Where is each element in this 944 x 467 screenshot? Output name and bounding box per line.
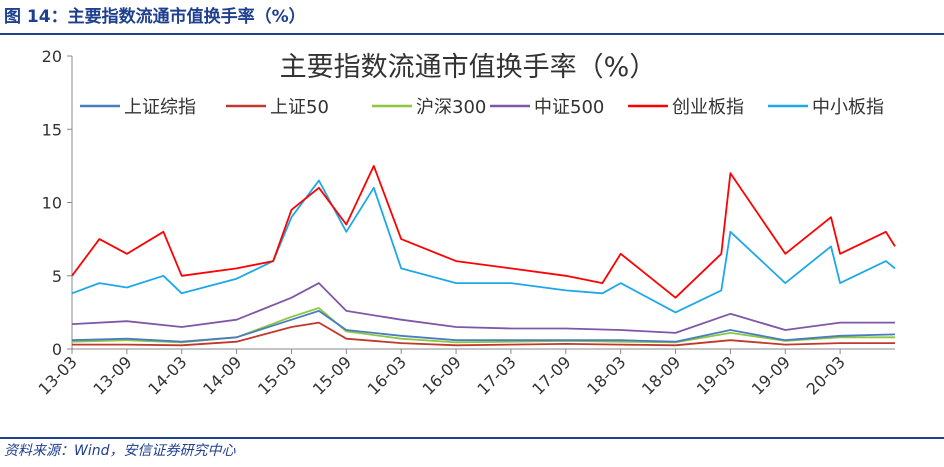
x-tick-label: 16-09 (419, 352, 465, 398)
series-line-4 (71, 282, 895, 334)
chart-title: 主要指数流通市值换手率（%） (280, 52, 657, 83)
legend-label-4: 中证500 (534, 97, 604, 118)
x-tick-label: 14-03 (144, 352, 190, 398)
series-line-1 (71, 309, 896, 343)
x-tick-label: 13-09 (89, 352, 135, 398)
y-tick-label: 20 (42, 47, 62, 66)
figure-title: 图 14：主要指数流通市值换手率（%） (4, 7, 306, 27)
source-note: 资料来源：Wind，安信证券研究中心 (4, 443, 236, 459)
x-tick-label: 19-03 (693, 352, 739, 398)
series-line-5 (71, 164, 896, 299)
series-line-2 (72, 321, 895, 347)
x-tick-label: 15-09 (309, 352, 355, 398)
y-tick-label: 15 (42, 120, 62, 139)
series-line-6 (71, 179, 896, 314)
x-tick-label: 17-09 (528, 352, 574, 398)
y-axis: 0 5 10 15 20 (42, 47, 73, 359)
x-tick-label: 18-03 (583, 352, 629, 398)
x-tick-label: 20-03 (803, 352, 849, 398)
x-tick-label: 19-09 (748, 352, 794, 398)
y-tick-label: 5 (52, 267, 62, 286)
series-layer (71, 164, 896, 347)
x-tick-label: 15-03 (254, 352, 300, 398)
footer-divider (0, 437, 944, 439)
x-tick-label: 13-03 (35, 352, 81, 398)
legend-label-2: 上证50 (270, 97, 329, 118)
y-tick-label: 10 (42, 194, 62, 213)
legend-label-1: 上证综指 (124, 97, 196, 118)
legend: 上证综指 上证50 沪深300 中证500 创业板指 中小板指 (80, 97, 884, 118)
x-tick-label: 17-03 (473, 352, 519, 398)
x-tick-label: 18-09 (638, 352, 684, 398)
x-tick-label: 16-03 (364, 352, 410, 398)
legend-label-5: 创业板指 (672, 97, 744, 118)
x-axis: 13-03 13-09 14-03 14-09 15-03 15-09 16-03 16-09… (35, 348, 895, 399)
x-tick-label: 14-09 (199, 352, 245, 398)
legend-label-3: 沪深300 (416, 97, 486, 118)
y-tick-label: 0 (52, 340, 62, 359)
legend-label-6: 中小板指 (812, 97, 884, 118)
title-divider (0, 33, 944, 35)
